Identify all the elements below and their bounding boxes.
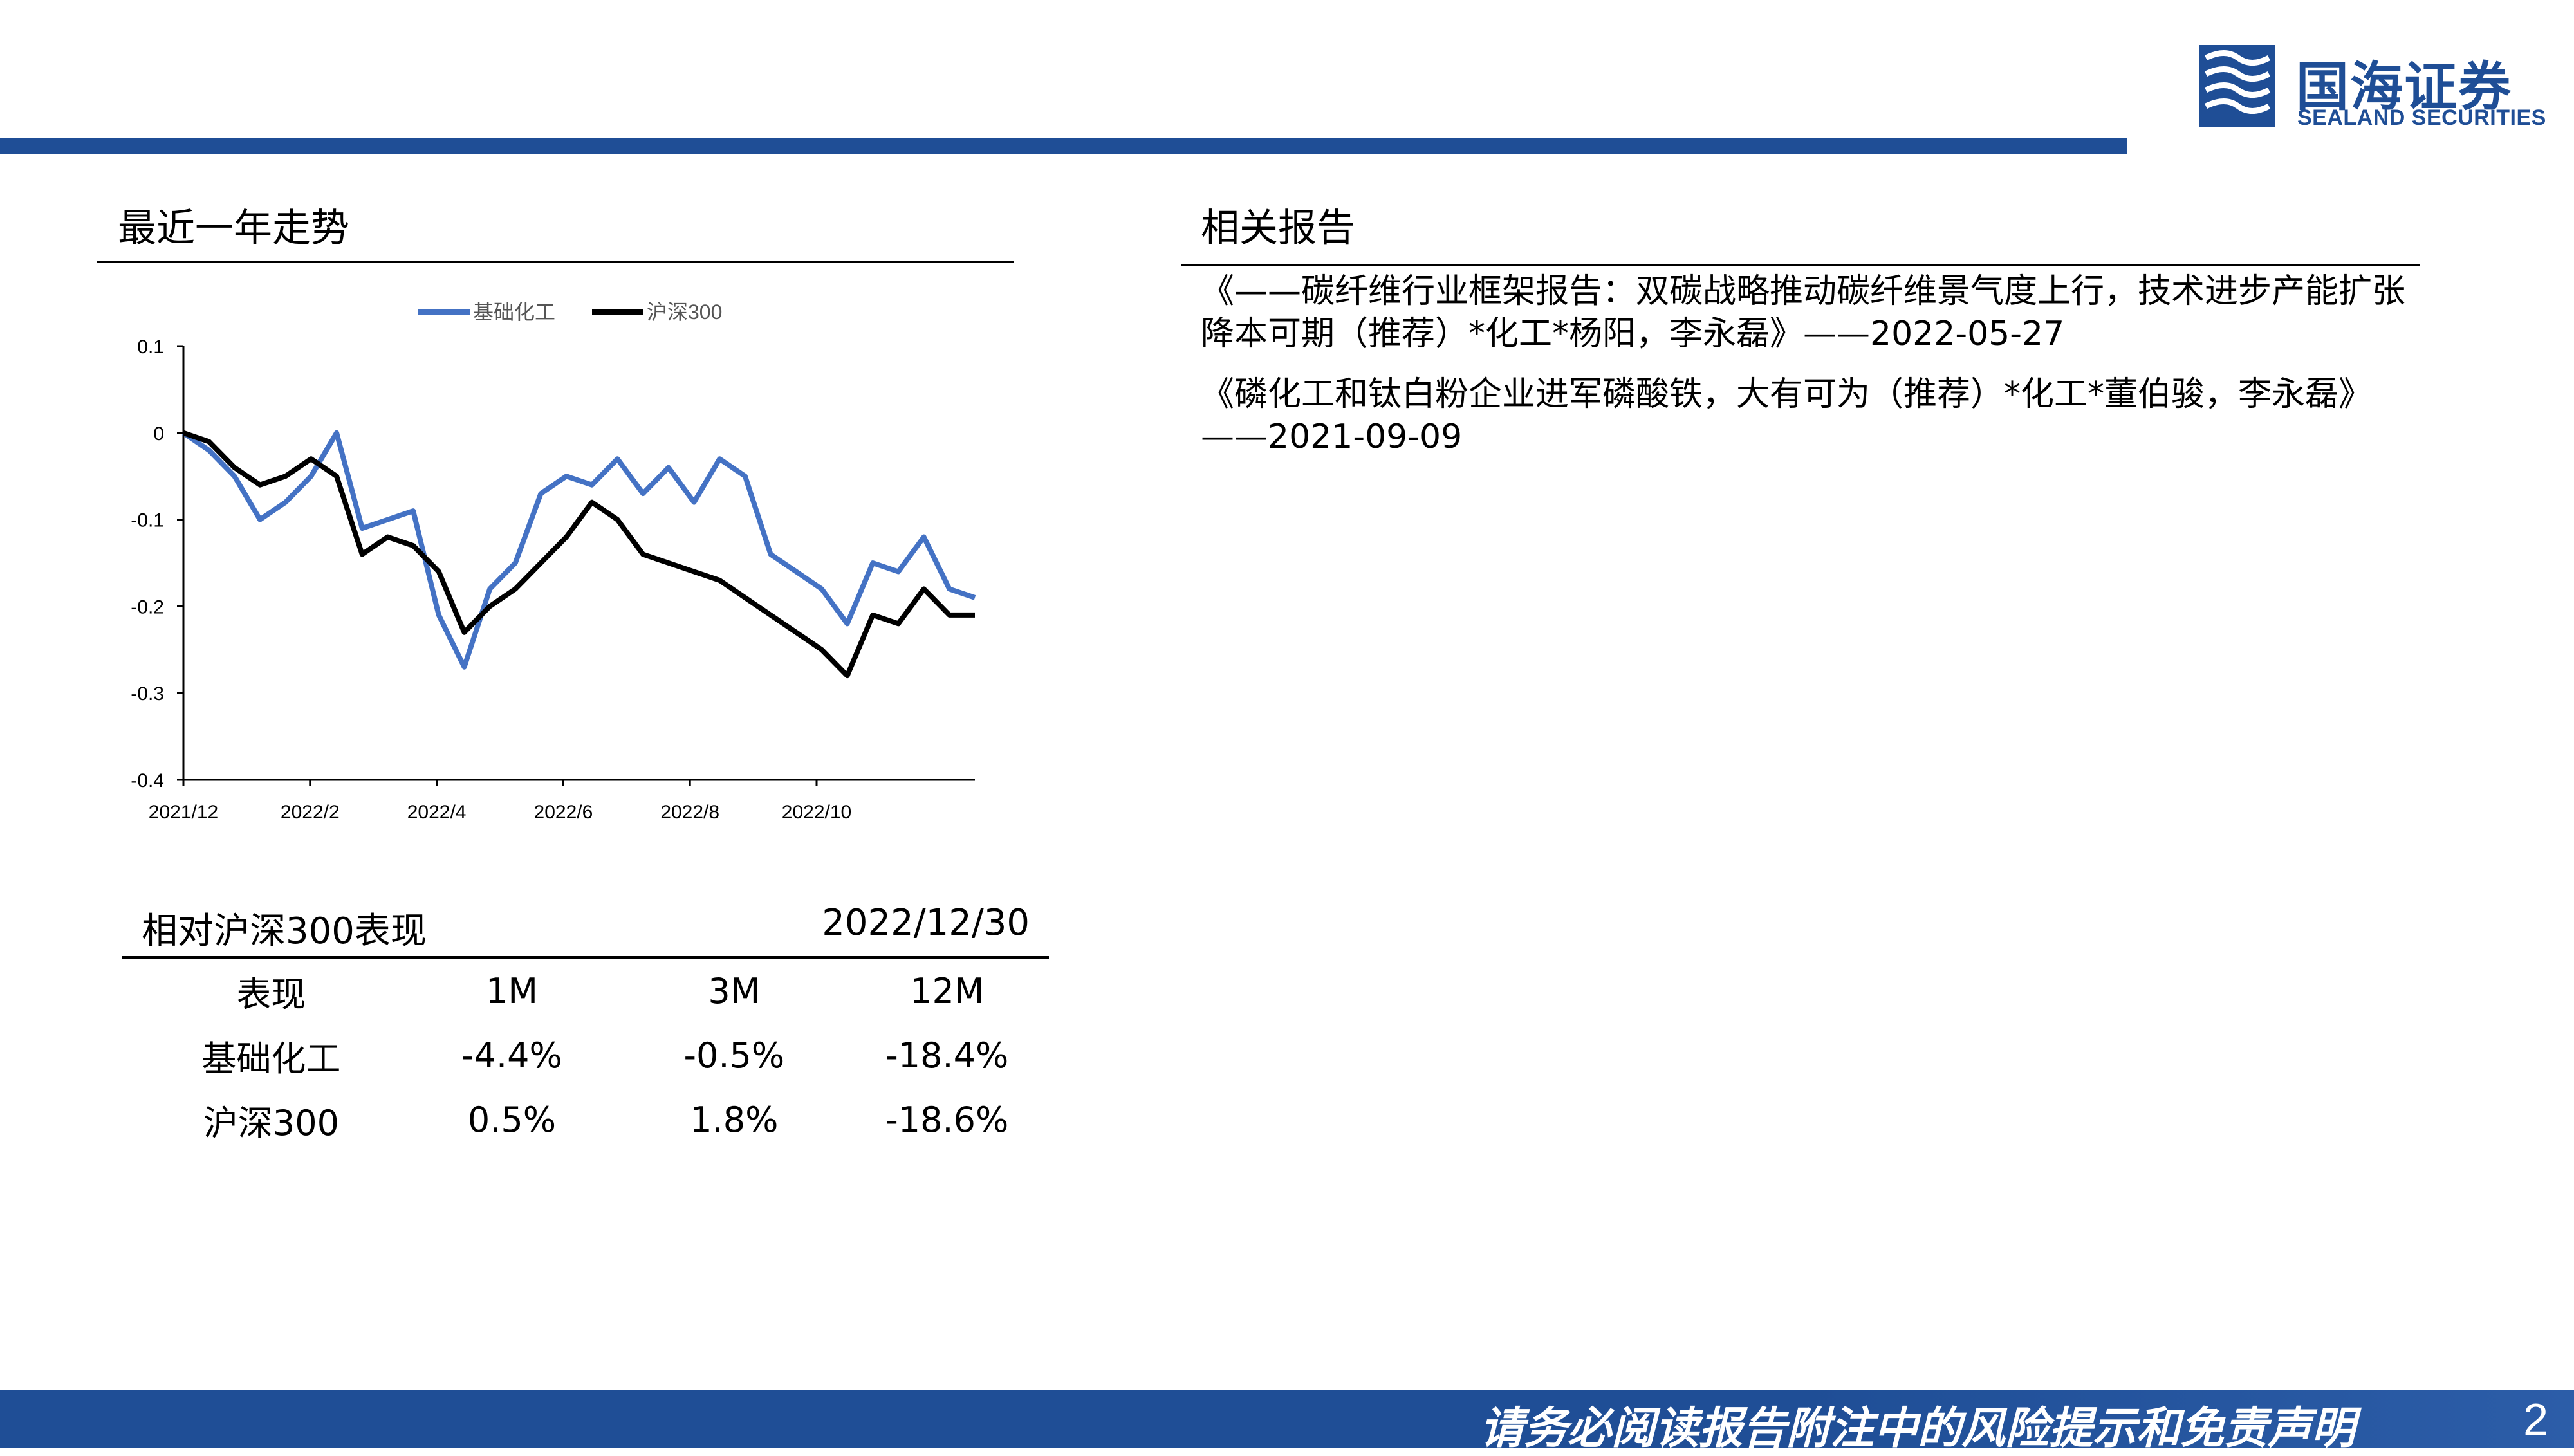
table-cell: -0.5% [683,1035,785,1076]
legend-label: 沪深300 [647,300,722,324]
footer-disclaimer: 请务必阅读报告附注中的风险提示和免责声明 [1479,1403,2355,1454]
table-row: 沪深300 0.5% 1.8% -18.6% [122,1087,1049,1152]
trend-chart: 基础化工 沪深300 0.1 0 -0.1 -0.2 -0.3 -0.4 2021/12 202… [131,300,976,823]
trend-title: 最近一年走势 [118,206,349,251]
table-cell: -18.6% [885,1099,1009,1140]
related-report-item[interactable]: 《磷化工和钛白粉企业进军磷酸铁，大有可为（推荐）*化工*董伯骏，李永磊》——20… [1201,375,2373,456]
table-cell: -18.4% [885,1035,1009,1076]
table-row: 基础化工 -4.4% -0.5% -18.4% [122,1023,1049,1087]
column-header: 12M [910,970,985,1011]
header-bar [0,138,2127,154]
logo-english-name: SEALAND SECURITIES [2297,106,2546,130]
x-tick-label: 2022/2 [281,802,340,823]
column-header: 3M [708,970,761,1011]
table-cell: -4.4% [461,1035,562,1076]
related-title-rule [1181,264,2420,266]
chart-legend: 基础化工 沪深300 [418,300,722,324]
y-tick-label: -0.1 [131,510,164,531]
sealand-logo-icon [2199,45,2275,127]
chart-axes: 0.1 0 -0.1 -0.2 -0.3 -0.4 2021/12 2022/2 2022/4 2… [131,336,975,823]
y-tick-label: 0.1 [137,336,164,358]
related-title: 相关报告 [1201,206,1355,251]
performance-header: 相对沪深300表现 2022/12/30 [142,902,1030,954]
performance-table: 表现 1M 3M 12M 基础化工 -4.4% -0.5% -18.4% 沪深3… [122,959,1049,1152]
related-report-list: 《——碳纤维行业框架报告：双碳战略推动碳纤维景气度上行，技术进步产能扩张降本可期… [1201,270,2411,476]
x-tick-label: 2022/6 [534,802,593,823]
table-cell: 1.8% [690,1099,779,1140]
performance-rule [122,956,1049,959]
x-tick-label: 2022/4 [407,802,467,823]
series-line [182,430,975,679]
x-tick-label: 2022/8 [660,802,719,823]
page-number: 2 [2523,1394,2548,1444]
trend-title-rule [97,261,1014,263]
table-cell: 0.5% [467,1099,557,1140]
table-cell: 沪深300 [203,1102,339,1143]
table-header-row: 表现 1M 3M 12M [122,959,1049,1023]
y-tick-label: -0.4 [131,770,164,791]
x-tick-label: 2022/10 [782,802,851,823]
related-report-item[interactable]: 《——碳纤维行业框架报告：双碳战略推动碳纤维景气度上行，技术进步产能扩张降本可期… [1201,272,2406,353]
performance-date: 2022/12/30 [822,902,1030,944]
logo-chinese-name: 国海证券 [2296,57,2513,118]
y-tick-label: -0.2 [131,596,164,618]
x-tick-label: 2021/12 [149,802,218,823]
y-tick-label: 0 [153,423,164,445]
chart-series [181,430,976,679]
company-logo: 国海证券 SEALAND SECURITIES [2199,40,2560,136]
series-line [181,430,976,670]
footer-bar: 请务必阅读报告附注中的风险提示和免责声明 2 [0,1390,2574,1454]
performance-title: 相对沪深300表现 [142,910,427,952]
column-header: 表现 [236,973,306,1015]
column-header: 1M [486,970,538,1011]
y-tick-label: -0.3 [131,683,164,705]
legend-label: 基础化工 [473,300,555,324]
table-cell: 基础化工 [201,1038,341,1079]
